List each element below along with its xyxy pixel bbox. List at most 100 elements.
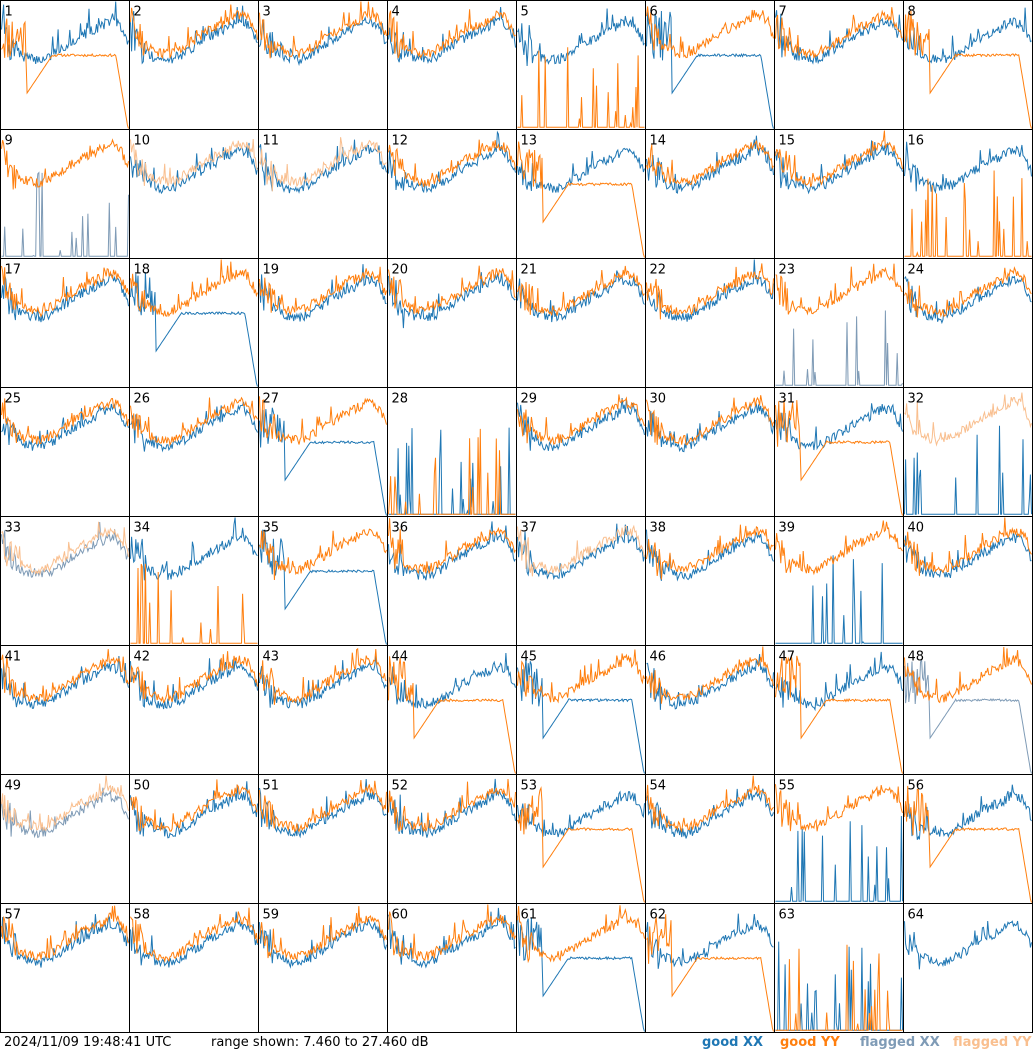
panel-frame	[129, 129, 259, 259]
panel-label: 19	[263, 263, 280, 278]
series-xx-33	[1, 521, 129, 578]
panel-21: 21	[516, 258, 646, 388]
panel-16: 16	[903, 129, 1033, 259]
panel-32: 32	[903, 387, 1033, 517]
panel-frame	[258, 903, 388, 1033]
panel-label: 31	[779, 392, 796, 407]
panel-frame	[0, 0, 130, 130]
panel-label: 57	[5, 908, 22, 923]
panel-frame	[387, 129, 517, 259]
panel-label: 59	[263, 908, 280, 923]
panel-label: 53	[521, 779, 538, 794]
panel-label: 63	[779, 908, 796, 923]
series-yy-38	[646, 524, 774, 580]
panel-frame	[129, 0, 259, 130]
panel-label: 46	[650, 650, 667, 665]
panel-frame	[0, 516, 130, 646]
series-yy-12	[388, 139, 516, 188]
series-yy-5	[517, 47, 645, 128]
series-xx-11	[259, 139, 387, 194]
panel-frame	[645, 129, 775, 259]
panel-label: 13	[521, 134, 538, 149]
panel-48: 48	[903, 645, 1033, 775]
panel-28: 28	[387, 387, 517, 517]
panel-55: 55	[774, 774, 904, 904]
panel-37: 37	[516, 516, 646, 646]
legend-good-yy: good YY	[780, 1035, 840, 1050]
panel-33: 33	[0, 516, 130, 646]
panel-label: 47	[779, 650, 796, 665]
panel-26: 26	[129, 387, 259, 517]
series-xx-53	[517, 790, 645, 838]
panel-label: 34	[134, 521, 151, 536]
series-yy-16	[904, 170, 1032, 257]
series-yy-56	[904, 785, 1032, 903]
series-yy-18	[130, 259, 258, 318]
series-yy-54	[646, 775, 774, 833]
panel-label: 25	[5, 392, 22, 407]
series-yy-36	[388, 518, 516, 575]
panel-frame	[903, 645, 1033, 775]
panel-frame	[903, 129, 1033, 259]
panel-52: 52	[387, 774, 517, 904]
series-xx-17	[1, 274, 129, 323]
panel-23: 23	[774, 258, 904, 388]
panel-49: 49	[0, 774, 130, 904]
series-xx-25	[1, 402, 129, 451]
panel-frame	[387, 645, 517, 775]
panel-64: 64	[903, 903, 1033, 1033]
series-yy-19	[259, 266, 387, 316]
series-xx-45	[517, 657, 645, 774]
series-yy-51	[259, 780, 387, 833]
series-yy-8	[904, 10, 1032, 129]
panel-frame	[387, 258, 517, 388]
panel-60: 60	[387, 903, 517, 1033]
series-xx-43	[259, 655, 387, 709]
series-yy-27	[259, 396, 387, 445]
panel-label: 18	[134, 263, 151, 278]
series-yy-60	[388, 904, 516, 962]
panel-frame	[774, 0, 904, 130]
series-xx-10	[130, 142, 258, 195]
series-xx-8	[904, 7, 1032, 64]
panel-frame	[903, 387, 1033, 517]
panel-frame	[903, 903, 1033, 1033]
series-yy-39	[775, 520, 903, 576]
panel-12: 12	[387, 129, 517, 259]
series-xx-42	[130, 658, 258, 710]
series-xx-61	[517, 915, 645, 1032]
panel-label: 61	[521, 908, 538, 923]
series-xx-14	[646, 135, 774, 194]
panel-label: 37	[521, 521, 538, 536]
series-yy-15	[775, 130, 903, 188]
panel-label: 55	[779, 779, 796, 794]
panel-frame	[387, 774, 517, 904]
panel-20: 20	[387, 258, 517, 388]
panel-35: 35	[258, 516, 388, 646]
footer: 2024/11/09 19:48:41 UTC range shown: 7.4…	[0, 1033, 1033, 1053]
series-yy-45	[517, 649, 645, 704]
panel-41: 41	[0, 645, 130, 775]
panel-label: 20	[392, 263, 409, 278]
series-yy-4	[388, 9, 516, 59]
legend-flagged-xx: flagged XX	[860, 1035, 940, 1050]
series-xx-62	[646, 913, 774, 969]
series-xx-57	[1, 914, 129, 968]
series-xx-55	[775, 815, 903, 902]
series-xx-13	[517, 147, 645, 193]
panel-54: 54	[645, 774, 775, 904]
series-yy-57	[1, 905, 129, 961]
panel-22: 22	[645, 258, 775, 388]
panel-frame	[645, 0, 775, 130]
panel-56: 56	[903, 774, 1033, 904]
series-xx-12	[388, 130, 516, 194]
series-yy-34	[130, 563, 258, 644]
panel-36: 36	[387, 516, 517, 646]
panel-label: 54	[650, 779, 667, 794]
series-yy-20	[388, 265, 516, 314]
series-yy-48	[904, 646, 1032, 704]
series-xx-41	[1, 656, 129, 709]
series-yy-37	[517, 524, 645, 577]
panel-27: 27	[258, 387, 388, 517]
